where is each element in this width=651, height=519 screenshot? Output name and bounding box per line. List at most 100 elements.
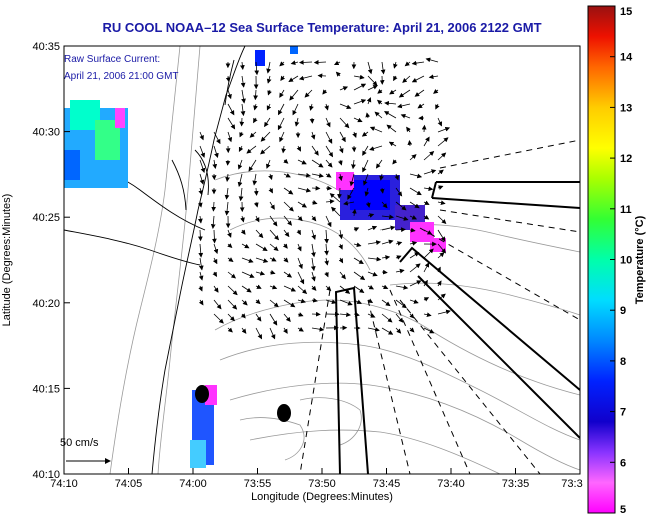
- current-vector: [238, 145, 244, 153]
- current-vector: [325, 173, 332, 178]
- current-vector: [381, 225, 396, 231]
- current-vector: [311, 229, 316, 240]
- current-vector: [269, 327, 276, 340]
- current-vector: [283, 271, 293, 278]
- current-vector: [241, 243, 250, 249]
- current-vector: [367, 240, 381, 245]
- y-tick-label: 40:20: [32, 298, 60, 310]
- current-vector: [297, 285, 308, 295]
- current-vector: [213, 299, 222, 310]
- current-vector: [268, 173, 273, 181]
- current-vector: [198, 257, 204, 271]
- current-vector: [437, 117, 443, 127]
- current-vector: [197, 201, 203, 208]
- current-vector: [365, 201, 371, 208]
- current-vector: [395, 215, 409, 221]
- current-vector: [255, 299, 261, 305]
- current-vector: [309, 103, 314, 111]
- current-vector: [363, 173, 369, 186]
- y-tick-label: 40:15: [32, 383, 60, 395]
- x-tick-label: 73:3: [561, 478, 582, 490]
- current-vector: [304, 89, 313, 98]
- x-tick-label: 74:10: [50, 478, 78, 490]
- current-vector: [297, 257, 303, 270]
- colorbar-tick-label: 5: [620, 504, 626, 516]
- current-vector: [253, 103, 258, 111]
- current-vector: [241, 271, 255, 278]
- current-vector: [297, 312, 304, 317]
- colorbar-tick-label: 7: [620, 407, 626, 419]
- current-vector: [353, 83, 367, 91]
- sst-patch: [190, 440, 206, 468]
- current-vector: [339, 271, 346, 280]
- current-vector: [394, 173, 399, 181]
- current-vector: [279, 61, 285, 67]
- current-vector: [423, 136, 430, 147]
- current-vector: [381, 239, 394, 245]
- current-vector: [227, 299, 238, 310]
- current-vector: [437, 293, 446, 301]
- x-tick-label: 73:50: [308, 478, 336, 490]
- current-vector: [395, 201, 407, 211]
- current-vector: [423, 297, 430, 302]
- x-tick-label: 74:05: [115, 478, 143, 490]
- current-vector: [227, 131, 233, 143]
- current-vector: [437, 126, 451, 133]
- current-vector: [381, 284, 389, 290]
- current-vector: [212, 159, 218, 169]
- current-vector: [198, 271, 204, 281]
- current-vector: [398, 89, 411, 98]
- current-vector: [310, 131, 316, 140]
- current-vector: [213, 131, 221, 145]
- current-vector: [278, 103, 285, 116]
- current-vector: [227, 313, 235, 322]
- current-vector: [283, 187, 294, 195]
- current-vector: [409, 154, 417, 161]
- current-vector: [227, 257, 234, 262]
- current-vector: [311, 271, 316, 282]
- current-vector: [249, 131, 257, 138]
- current-vector: [227, 285, 238, 296]
- current-vector: [367, 256, 382, 262]
- current-vector: [437, 200, 446, 206]
- current-vector: [397, 103, 411, 109]
- current-vector: [335, 71, 341, 77]
- current-vector: [227, 89, 232, 100]
- current-vector: [311, 200, 318, 205]
- x-axis-label: Longitude (Degrees:Minutes): [251, 491, 393, 503]
- current-vector: [255, 270, 266, 276]
- current-vector: [254, 215, 260, 223]
- current-vector: [255, 229, 264, 239]
- current-vector: [353, 99, 367, 105]
- current-vector: [310, 257, 316, 272]
- colorbar-tick-label: 15: [620, 6, 632, 18]
- current-vector: [199, 131, 204, 141]
- current-vector: [283, 285, 297, 292]
- current-vector: [353, 117, 363, 123]
- current-vector: [437, 243, 447, 254]
- current-vector: [264, 117, 271, 128]
- current-vector: [361, 131, 369, 137]
- current-vector: [338, 145, 344, 154]
- current-vector: [297, 298, 306, 304]
- current-vector: [367, 298, 374, 304]
- annotation-line-1: Raw Surface Current:: [64, 54, 160, 65]
- current-vector: [395, 241, 403, 246]
- current-vector: [367, 75, 378, 86]
- station-marker: [195, 385, 209, 403]
- current-vector: [279, 89, 285, 98]
- current-vector: [400, 113, 411, 119]
- current-vector: [407, 140, 413, 147]
- current-vector: [367, 327, 380, 332]
- sst-patch: [64, 150, 80, 180]
- current-vector: [367, 213, 375, 218]
- annotation-line-2: April 21, 2006 21:00 GMT: [64, 71, 179, 82]
- current-vector: [212, 257, 218, 265]
- current-vector: [224, 187, 230, 200]
- current-vector: [297, 243, 302, 252]
- x-tick-label: 73:45: [373, 478, 401, 490]
- current-vector: [423, 312, 432, 318]
- colorbar-ticks: 5 6 7 8 9 10 11 12 13 14 15: [610, 5, 633, 516]
- current-vector: [227, 117, 236, 130]
